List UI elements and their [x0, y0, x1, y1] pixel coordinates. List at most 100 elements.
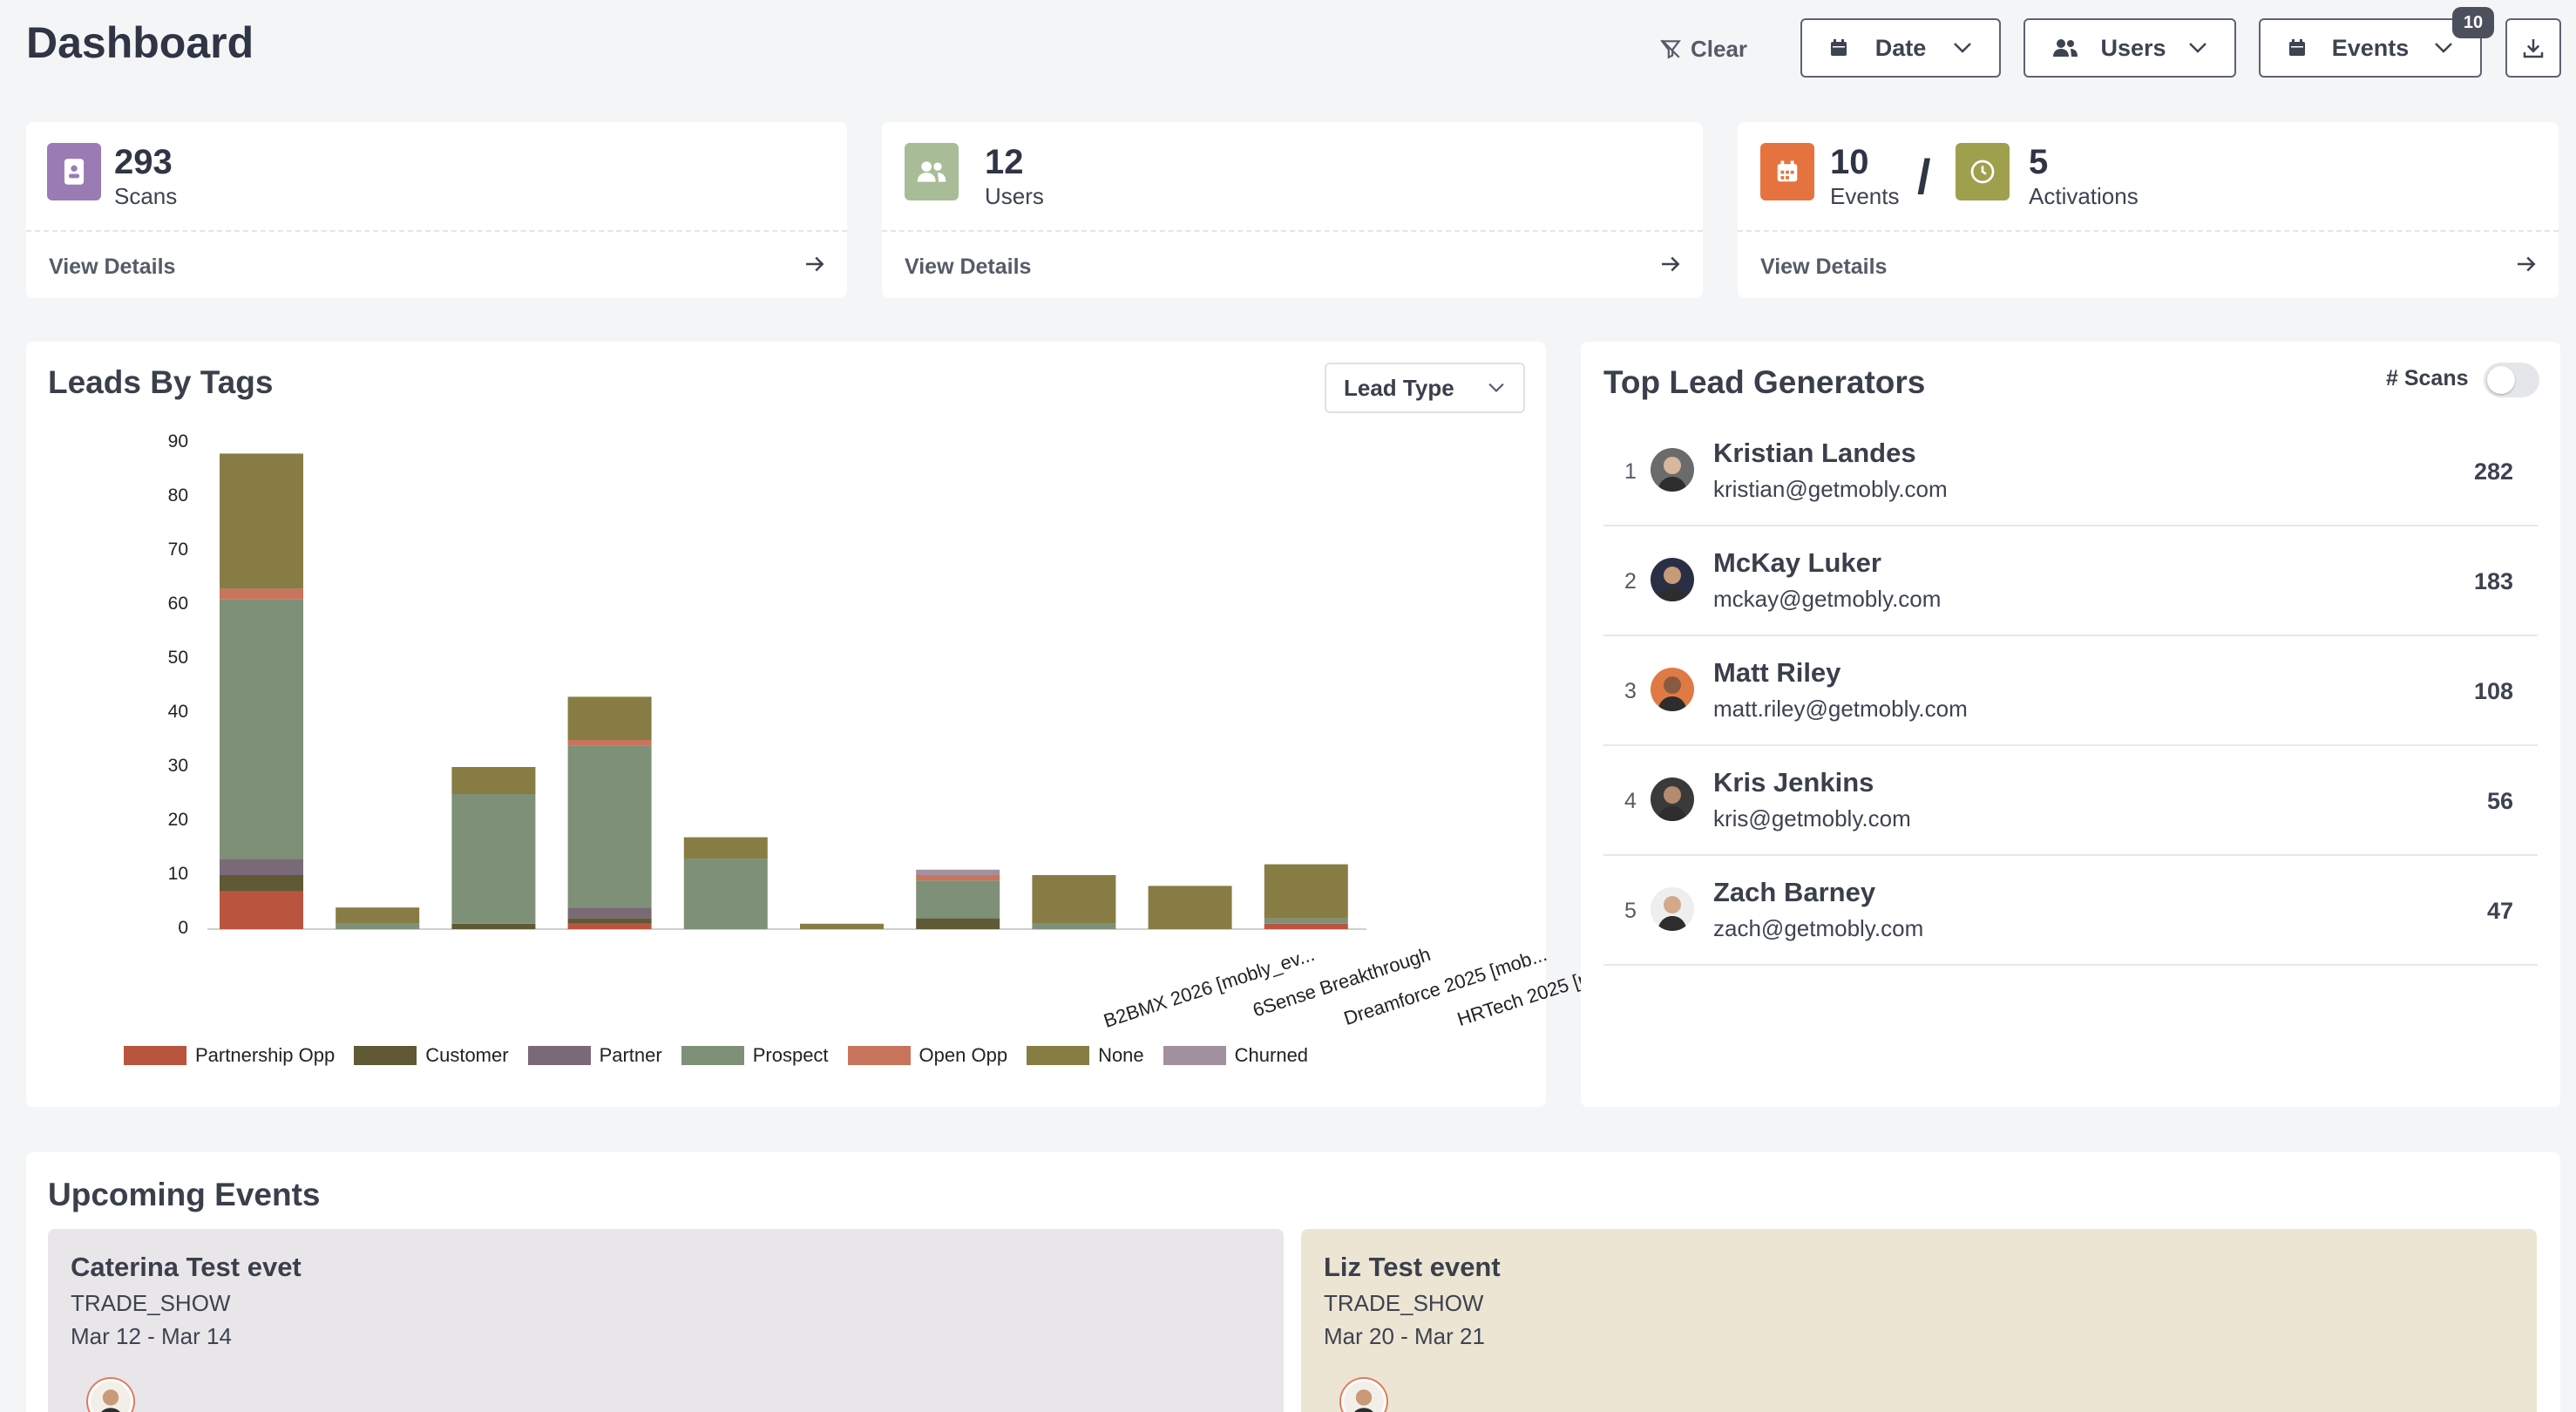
- avatar: [1651, 668, 1694, 711]
- legend-item[interactable]: Partnership Opp: [124, 1044, 335, 1067]
- lead-generator-row[interactable]: 5 Zach Barney zach@getmobly.com 47: [1603, 856, 2538, 966]
- activations-label: Activations: [2029, 183, 2139, 209]
- y-tick-label: 10: [167, 864, 188, 884]
- bar-segment[interactable]: [567, 745, 652, 908]
- legend-item[interactable]: Customer: [354, 1044, 509, 1067]
- bar-segment[interactable]: [220, 875, 303, 892]
- bar-segment[interactable]: [567, 740, 652, 746]
- bar-segment[interactable]: [220, 588, 303, 600]
- legend-label: Open Opp: [919, 1044, 1008, 1066]
- bar-segment[interactable]: [451, 767, 536, 794]
- bar-segment[interactable]: [567, 923, 652, 929]
- leads-by-tags-chart: [207, 453, 1366, 930]
- bar-segment[interactable]: [916, 869, 1000, 875]
- bar-segment[interactable]: [567, 907, 652, 919]
- legend-item[interactable]: Prospect: [681, 1044, 829, 1067]
- avatar: [1651, 448, 1694, 492]
- legend-label: Partnership Opp: [195, 1044, 336, 1066]
- chevron-down-icon: [2435, 43, 2452, 53]
- event-card[interactable]: Liz Test event TRADE_SHOW Mar 20 - Mar 2…: [1301, 1229, 2537, 1412]
- scans-view-details-link[interactable]: View Details: [49, 255, 176, 279]
- lead-type-select[interactable]: Lead Type: [1325, 363, 1525, 413]
- users-value: 12: [985, 143, 1024, 181]
- y-tick-label: 50: [167, 648, 188, 668]
- lead-generator-row[interactable]: 3 Matt Riley matt.riley@getmobly.com 108: [1603, 636, 2538, 746]
- page-title: Dashboard: [26, 18, 254, 67]
- download-button[interactable]: [2505, 18, 2561, 78]
- legend-item[interactable]: Churned: [1163, 1044, 1308, 1067]
- scans-toggle[interactable]: [2484, 363, 2539, 397]
- arrow-right-icon[interactable]: [1657, 251, 1684, 277]
- y-tick-label: 0: [178, 918, 188, 938]
- bar-segment[interactable]: [1264, 918, 1348, 924]
- events-icon-tile: [1760, 143, 1814, 200]
- legend-swatch: [354, 1046, 417, 1065]
- events-view-details-link[interactable]: View Details: [1760, 255, 1888, 279]
- leads-by-tags-title: Leads By Tags: [48, 364, 274, 400]
- bar-segment[interactable]: [1032, 875, 1116, 924]
- calendar-icon: [2289, 39, 2305, 56]
- bar-segment[interactable]: [220, 599, 303, 859]
- lead-generator-rank: 5: [1624, 898, 1637, 923]
- legend-item[interactable]: None: [1027, 1044, 1144, 1067]
- users-filter-button[interactable]: Users: [2024, 18, 2236, 78]
- bar-segment[interactable]: [220, 453, 303, 589]
- bar-segment[interactable]: [220, 891, 303, 929]
- bar-segment[interactable]: [916, 875, 1000, 881]
- legend-label: Partner: [599, 1044, 662, 1066]
- legend-swatch: [681, 1046, 744, 1065]
- bar-segment[interactable]: [916, 880, 1000, 919]
- bar-segment[interactable]: [800, 923, 884, 929]
- arrow-right-icon[interactable]: [802, 251, 828, 277]
- calendar-icon: [1831, 39, 1847, 56]
- date-filter-button[interactable]: Date: [1800, 18, 2001, 78]
- bar-segment[interactable]: [683, 837, 768, 859]
- bar-segment[interactable]: [336, 923, 420, 929]
- bar-segment[interactable]: [451, 794, 536, 924]
- scans-icon-tile: [47, 143, 101, 200]
- bar-segment[interactable]: [916, 918, 1000, 929]
- legend-item[interactable]: Open Opp: [847, 1044, 1008, 1067]
- event-name: Liz Test event: [1324, 1252, 1501, 1282]
- events-filter-button[interactable]: Events: [2259, 18, 2482, 78]
- bar-segment[interactable]: [1148, 886, 1232, 929]
- avatar: [1651, 777, 1694, 821]
- lead-generator-count: 108: [2473, 677, 2513, 704]
- clear-label: Clear: [1691, 35, 1748, 62]
- bar-segment[interactable]: [567, 696, 652, 740]
- lead-generator-rank: 2: [1624, 568, 1637, 594]
- calendar-icon: [1777, 160, 1798, 182]
- bar-segment[interactable]: [1264, 923, 1348, 929]
- y-tick-label: 80: [167, 485, 188, 506]
- lead-generator-row[interactable]: 2 McKay Luker mckay@getmobly.com 183: [1603, 526, 2538, 636]
- lead-generator-name: McKay Luker: [1713, 547, 1881, 578]
- event-card[interactable]: Caterina Test evet TRADE_SHOW Mar 12 - M…: [48, 1229, 1284, 1412]
- lead-generator-count: 183: [2473, 567, 2513, 594]
- lead-generator-row[interactable]: 4 Kris Jenkins kris@getmobly.com 56: [1603, 746, 2538, 856]
- filter-clear-icon: [1660, 39, 1681, 59]
- badge-id-icon: [64, 159, 85, 185]
- lead-generator-rank: 3: [1624, 678, 1637, 703]
- clear-filters-button[interactable]: Clear: [1659, 30, 1747, 68]
- bar-segment[interactable]: [220, 859, 303, 875]
- legend-swatch: [847, 1046, 911, 1065]
- arrow-right-icon[interactable]: [2513, 251, 2539, 277]
- legend-item[interactable]: Partner: [527, 1044, 662, 1067]
- scans-toggle-label: # Scans: [2386, 366, 2469, 390]
- legend-label: None: [1098, 1044, 1144, 1066]
- legend-swatch: [1027, 1046, 1090, 1065]
- chevron-down-icon: [2189, 43, 2207, 53]
- events-stat-card: 10 Events / 5 Activations View Details: [1738, 122, 2559, 298]
- bar-segment[interactable]: [451, 923, 536, 929]
- bar-segment[interactable]: [1032, 923, 1116, 929]
- users-view-details-link[interactable]: View Details: [905, 255, 1032, 279]
- y-tick-label: 40: [167, 702, 188, 722]
- y-tick-label: 60: [167, 594, 188, 614]
- lead-generator-row[interactable]: 1 Kristian Landes kristian@getmobly.com …: [1603, 417, 2538, 526]
- bar-segment[interactable]: [336, 907, 420, 924]
- bar-segment[interactable]: [1264, 864, 1348, 919]
- bar-segment[interactable]: [683, 859, 768, 929]
- lead-generator-email: kris@getmobly.com: [1713, 805, 1911, 832]
- lead-generator-count: 56: [2486, 787, 2513, 814]
- bar-segment[interactable]: [567, 918, 652, 924]
